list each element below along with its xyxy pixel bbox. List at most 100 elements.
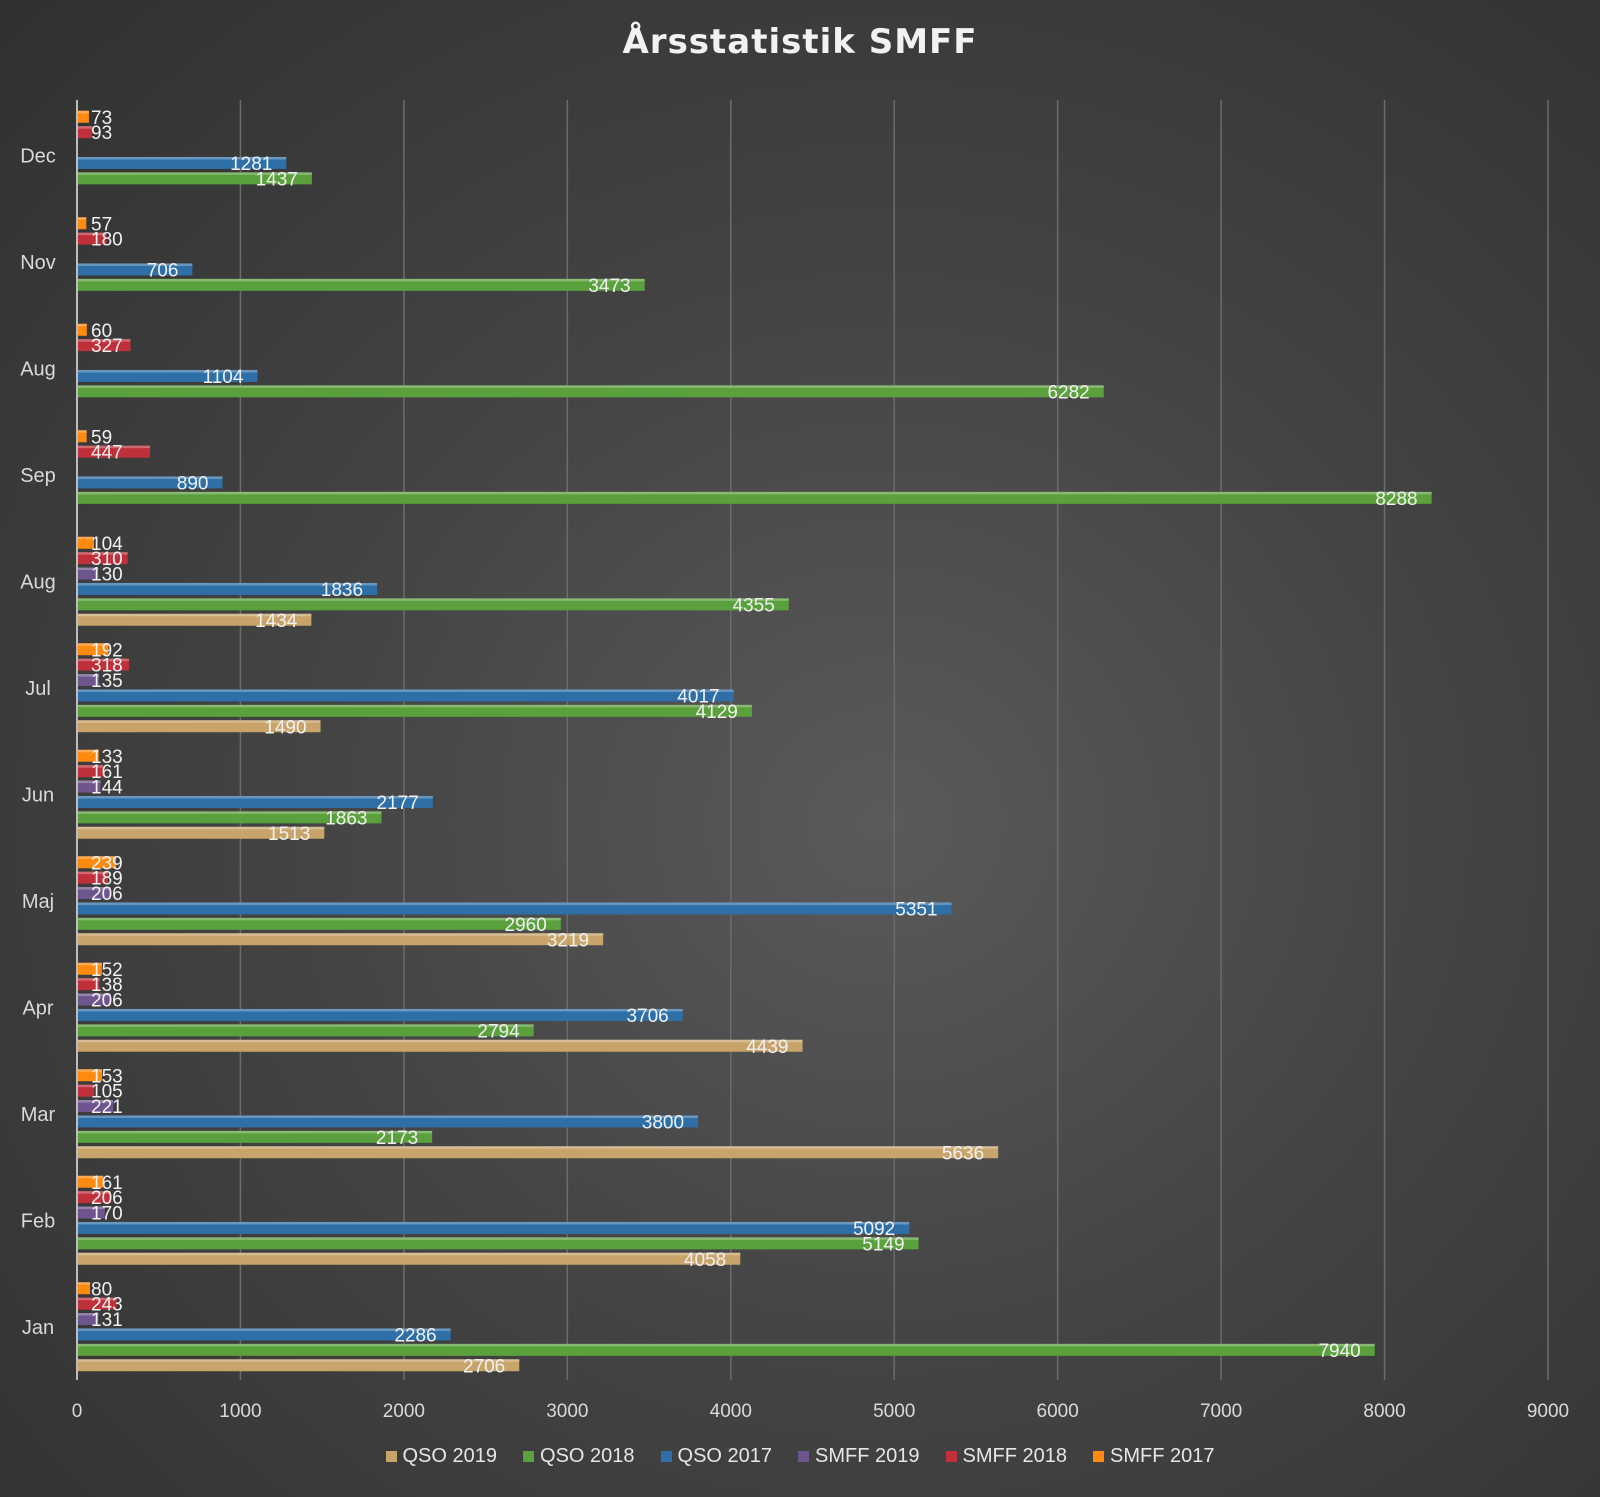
bar-highlight bbox=[77, 658, 129, 662]
bar-highlight bbox=[77, 567, 99, 571]
x-tick-label: 0 bbox=[72, 1401, 83, 1422]
data-label: 2177 bbox=[377, 793, 419, 814]
data-label: 4439 bbox=[746, 1037, 788, 1058]
y-category-label: Sep bbox=[20, 465, 56, 487]
legend-swatch bbox=[798, 1451, 810, 1462]
bar bbox=[77, 1191, 111, 1204]
legend-item: QSO 2017 bbox=[660, 1445, 772, 1468]
bar-highlight bbox=[77, 1069, 103, 1072]
legend-swatch bbox=[385, 1451, 397, 1462]
bar-highlight bbox=[77, 369, 258, 373]
bar bbox=[77, 613, 312, 626]
bar-highlight bbox=[77, 156, 287, 160]
bar bbox=[77, 263, 193, 276]
data-label: 3800 bbox=[642, 1112, 684, 1133]
bar-highlight bbox=[77, 126, 93, 129]
bar-highlight bbox=[77, 445, 151, 449]
data-label: 1434 bbox=[255, 611, 298, 632]
bar bbox=[77, 1146, 999, 1159]
data-label: 135 bbox=[91, 671, 123, 692]
bar bbox=[77, 765, 104, 778]
bar bbox=[77, 156, 287, 169]
bar-highlight bbox=[77, 643, 109, 646]
data-label: 3473 bbox=[588, 276, 630, 297]
bar-highlight bbox=[77, 1115, 699, 1118]
data-label: 239 bbox=[91, 853, 123, 874]
bar-highlight bbox=[77, 613, 312, 617]
data-label: 180 bbox=[91, 230, 123, 251]
y-category-label: Jan bbox=[22, 1317, 54, 1339]
legend-label: SMFF 2018 bbox=[962, 1445, 1068, 1467]
data-label: 131 bbox=[91, 1310, 123, 1331]
data-label: 152 bbox=[91, 960, 123, 981]
bar bbox=[77, 582, 378, 595]
chart-title: Årsstatistik SMFF bbox=[622, 22, 978, 62]
y-category-label: Aug bbox=[20, 571, 56, 593]
bar bbox=[77, 1069, 103, 1082]
bar-highlight bbox=[77, 826, 325, 830]
data-label: 243 bbox=[91, 1295, 123, 1316]
x-tick-label: 8000 bbox=[1363, 1401, 1405, 1422]
data-label: 3706 bbox=[626, 1006, 668, 1027]
bar bbox=[77, 795, 433, 808]
bar bbox=[77, 1359, 520, 1372]
bar bbox=[77, 536, 94, 549]
data-label: 3219 bbox=[547, 930, 589, 951]
bar-highlight bbox=[77, 491, 1432, 495]
y-category-label: Nov bbox=[20, 252, 56, 274]
data-label: 59 bbox=[91, 427, 112, 448]
y-category-label: Jun bbox=[22, 784, 54, 806]
bar-highlight bbox=[77, 1100, 114, 1103]
data-label: 318 bbox=[91, 656, 123, 677]
bar-highlight bbox=[77, 902, 952, 905]
bar bbox=[77, 430, 87, 443]
data-label: 4058 bbox=[684, 1250, 726, 1271]
data-label: 73 bbox=[91, 108, 112, 129]
data-label: 1863 bbox=[325, 808, 367, 829]
x-tick-label: 4000 bbox=[710, 1401, 752, 1422]
legend-item: SMFF 2018 bbox=[945, 1445, 1068, 1468]
legend-swatch bbox=[660, 1451, 672, 1462]
data-label: 327 bbox=[91, 336, 123, 357]
bar bbox=[77, 658, 129, 671]
data-label: 310 bbox=[91, 549, 123, 570]
bar bbox=[77, 1252, 741, 1265]
legend-label: SMFF 2017 bbox=[1110, 1445, 1215, 1467]
bar bbox=[77, 674, 100, 687]
data-label: 138 bbox=[91, 975, 123, 996]
bar-highlight bbox=[77, 856, 117, 859]
data-label: 206 bbox=[91, 884, 123, 905]
x-tick-label: 5000 bbox=[873, 1401, 915, 1422]
bar bbox=[77, 856, 117, 869]
bar bbox=[77, 1297, 117, 1310]
bar-highlight bbox=[77, 1024, 534, 1027]
bar bbox=[77, 567, 99, 580]
y-category-label: Apr bbox=[22, 997, 53, 1019]
bar-highlight bbox=[77, 720, 321, 723]
data-label: 1513 bbox=[268, 824, 310, 845]
data-label: 80 bbox=[91, 1279, 112, 1300]
y-category-label: Feb bbox=[21, 1210, 55, 1232]
bar-highlight bbox=[77, 962, 102, 966]
bar bbox=[77, 1100, 114, 1113]
data-label: 7940 bbox=[1318, 1341, 1360, 1362]
bar bbox=[77, 552, 128, 565]
bar bbox=[77, 232, 107, 245]
bar bbox=[77, 780, 101, 793]
data-label: 2286 bbox=[394, 1325, 436, 1346]
data-label: 105 bbox=[91, 1082, 123, 1103]
bar-highlight bbox=[77, 765, 104, 768]
bar-highlight bbox=[77, 1084, 95, 1088]
legend-label: QSO 2018 bbox=[540, 1445, 635, 1467]
bar-highlight bbox=[77, 1191, 111, 1194]
bar bbox=[77, 1206, 105, 1219]
bar bbox=[77, 445, 151, 458]
data-label: 60 bbox=[91, 321, 112, 342]
bar-highlight bbox=[77, 552, 128, 555]
data-label: 57 bbox=[91, 214, 112, 235]
data-label: 5351 bbox=[895, 899, 937, 920]
legend-swatch bbox=[1093, 1451, 1105, 1462]
data-label: 192 bbox=[91, 640, 123, 661]
bar bbox=[77, 1328, 451, 1341]
